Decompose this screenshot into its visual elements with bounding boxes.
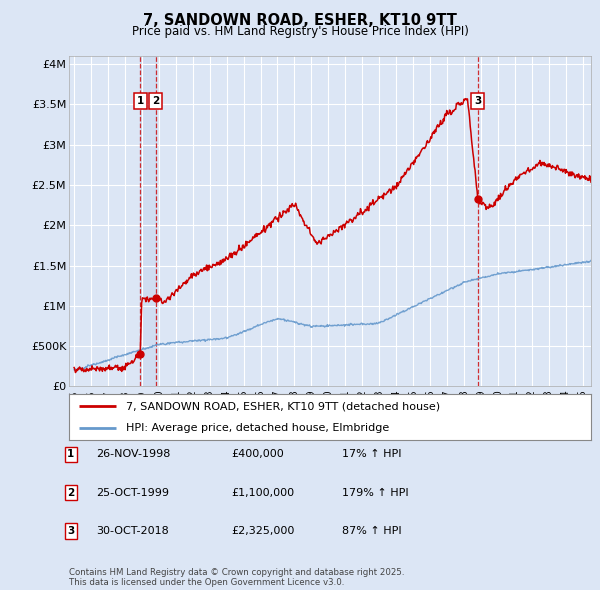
Text: Price paid vs. HM Land Registry's House Price Index (HPI): Price paid vs. HM Land Registry's House … [131,25,469,38]
Text: 2: 2 [152,96,160,106]
Text: £1,100,000: £1,100,000 [231,488,294,497]
Text: 2: 2 [67,488,74,497]
Text: 7, SANDOWN ROAD, ESHER, KT10 9TT: 7, SANDOWN ROAD, ESHER, KT10 9TT [143,13,457,28]
Text: £400,000: £400,000 [231,450,284,459]
Text: £2,325,000: £2,325,000 [231,526,295,536]
Text: HPI: Average price, detached house, Elmbridge: HPI: Average price, detached house, Elmb… [127,423,389,433]
Text: 30-OCT-2018: 30-OCT-2018 [96,526,169,536]
Text: 1: 1 [137,96,144,106]
Text: 17% ↑ HPI: 17% ↑ HPI [342,450,401,459]
Text: 3: 3 [475,96,482,106]
Text: 179% ↑ HPI: 179% ↑ HPI [342,488,409,497]
Text: 87% ↑ HPI: 87% ↑ HPI [342,526,401,536]
Text: 1: 1 [67,450,74,459]
Text: 25-OCT-1999: 25-OCT-1999 [96,488,169,497]
Bar [140,56,156,386]
Text: 26-NOV-1998: 26-NOV-1998 [96,450,170,459]
Text: 7, SANDOWN ROAD, ESHER, KT10 9TT (detached house): 7, SANDOWN ROAD, ESHER, KT10 9TT (detach… [127,401,440,411]
Text: Contains HM Land Registry data © Crown copyright and database right 2025.
This d: Contains HM Land Registry data © Crown c… [69,568,404,587]
Text: 3: 3 [67,526,74,536]
